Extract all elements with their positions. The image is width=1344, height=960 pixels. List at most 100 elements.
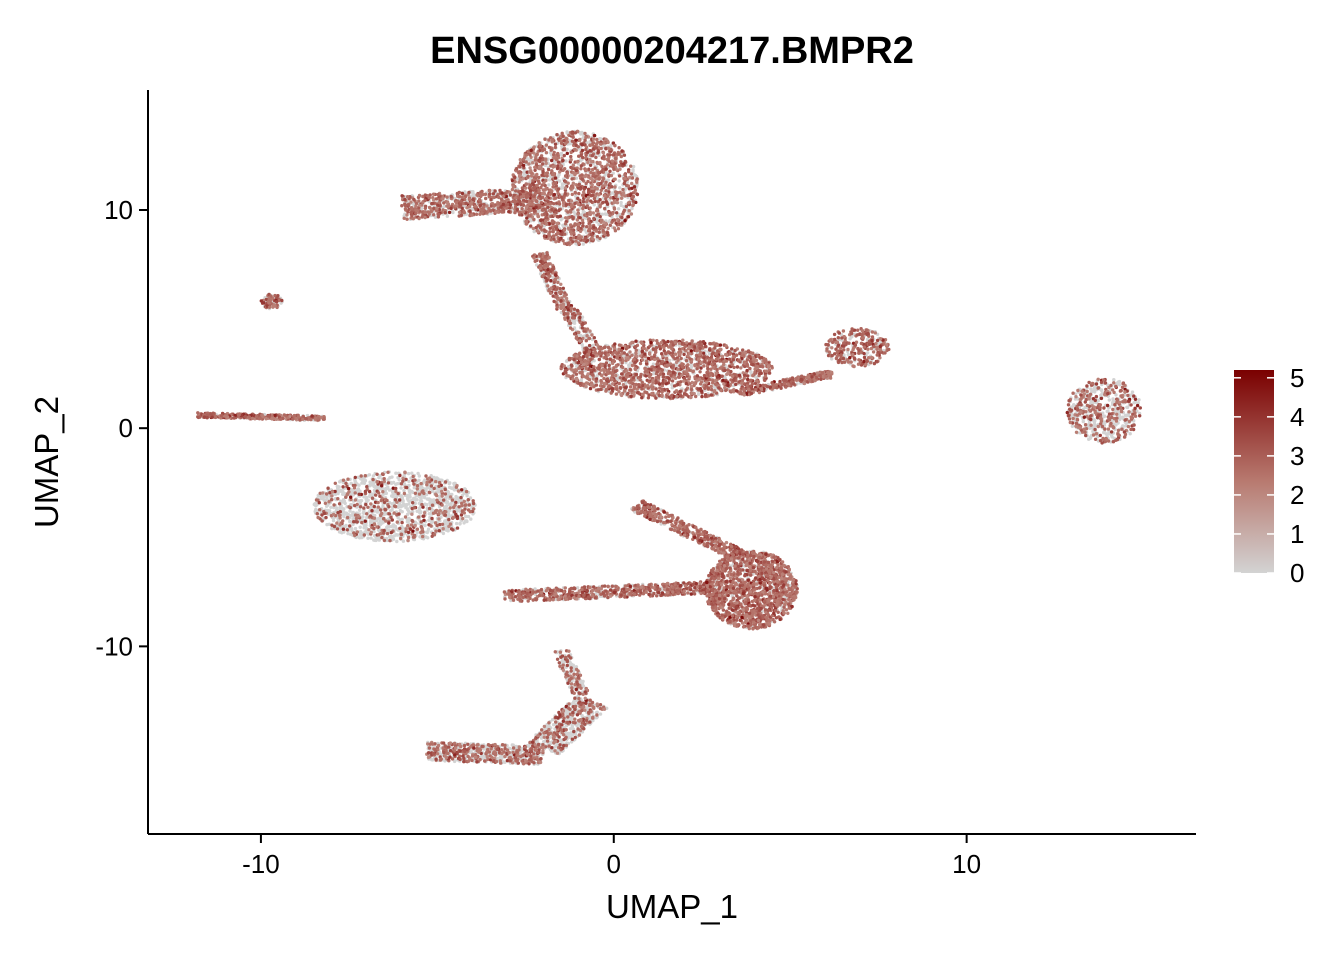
cell-point	[601, 176, 605, 180]
cell-point	[1102, 414, 1107, 418]
cell-point	[599, 142, 603, 146]
cell-point	[547, 183, 551, 187]
cell-point	[670, 382, 674, 387]
cell-point	[595, 220, 599, 224]
cell-point	[1092, 418, 1096, 422]
cell-point	[543, 137, 547, 141]
cell-point	[559, 151, 564, 156]
scatter-points	[196, 129, 1143, 766]
cell-point	[630, 176, 635, 180]
cell-point	[609, 196, 613, 200]
cell-point	[579, 378, 584, 382]
cell-point	[574, 176, 579, 180]
cell-point	[407, 479, 411, 484]
cell-point	[561, 158, 565, 163]
cell-point	[527, 162, 531, 166]
cell-point	[388, 534, 392, 539]
cell-point	[573, 190, 577, 195]
cell-point	[394, 471, 398, 475]
cell-point	[1107, 398, 1112, 402]
cell-point	[597, 230, 601, 234]
cell-point	[570, 174, 574, 178]
cell-point	[1133, 400, 1138, 404]
cell-point	[565, 151, 569, 156]
cell-point	[356, 487, 361, 491]
cell-point	[543, 212, 547, 216]
cell-point	[1123, 424, 1128, 428]
cell-point	[392, 524, 396, 529]
cell-point	[611, 171, 615, 175]
cell-point	[559, 141, 564, 145]
cell-point	[573, 213, 577, 217]
cell-point	[607, 220, 611, 224]
cell-point	[613, 156, 618, 161]
cell-point	[561, 134, 565, 138]
cell-point	[547, 138, 551, 142]
cell-point	[395, 539, 399, 544]
cell-point	[463, 190, 467, 194]
cell-point	[404, 505, 408, 510]
cell-point	[444, 522, 448, 526]
cell-point	[583, 228, 587, 232]
cell-point	[450, 486, 454, 490]
cell-point	[353, 526, 358, 531]
cell-point	[616, 227, 621, 231]
cell-point	[627, 170, 631, 174]
cell-point	[336, 491, 340, 496]
cell-point	[630, 206, 634, 211]
cell-point	[675, 364, 679, 368]
cell-point	[376, 516, 381, 521]
cell-point	[1070, 424, 1075, 428]
cell-point	[369, 536, 373, 540]
cell-point	[572, 231, 576, 235]
cell-point	[568, 732, 572, 736]
cell-point	[374, 538, 378, 543]
cell-point	[455, 496, 459, 501]
cell-point	[594, 209, 599, 213]
cell-point	[607, 173, 611, 177]
cell-point	[470, 206, 474, 211]
cell-point	[329, 505, 333, 509]
cell-point	[444, 528, 449, 532]
cell-point	[548, 230, 552, 234]
cell-point	[842, 353, 846, 357]
cell-point	[598, 161, 602, 165]
cell-point	[576, 208, 580, 212]
cell-point	[1130, 390, 1135, 394]
cell-point	[587, 167, 591, 171]
cell-point	[560, 144, 564, 148]
cell-point	[423, 502, 427, 507]
cell-point	[405, 520, 410, 524]
cell-point	[379, 487, 383, 491]
cell-point	[377, 475, 381, 480]
cell-point	[866, 351, 870, 355]
cell-point	[371, 474, 376, 478]
cell-point	[327, 509, 332, 513]
cell-point	[314, 507, 318, 512]
cell-point	[591, 211, 595, 215]
cell-point	[623, 381, 628, 385]
cell-point	[595, 160, 599, 165]
cell-point	[561, 223, 565, 227]
cell-point	[1112, 378, 1116, 382]
cell-point	[615, 211, 619, 215]
cell-point	[597, 193, 601, 197]
cell-point	[566, 181, 570, 185]
cell-point	[607, 210, 611, 215]
cell-point	[544, 161, 548, 165]
cell-point	[520, 207, 524, 211]
cell-point	[612, 177, 616, 181]
cell-point	[364, 523, 368, 527]
cell-point	[1128, 432, 1132, 436]
cell-point	[584, 168, 588, 172]
cell-point	[547, 178, 552, 182]
cell-point	[581, 679, 585, 684]
cell-point	[518, 158, 522, 162]
cell-point	[850, 335, 854, 339]
cell-point	[1118, 415, 1122, 419]
cell-point	[361, 478, 365, 482]
cell-point	[1092, 386, 1097, 390]
cell-point	[598, 712, 603, 716]
cell-point	[342, 530, 346, 534]
cell-point	[419, 499, 424, 503]
